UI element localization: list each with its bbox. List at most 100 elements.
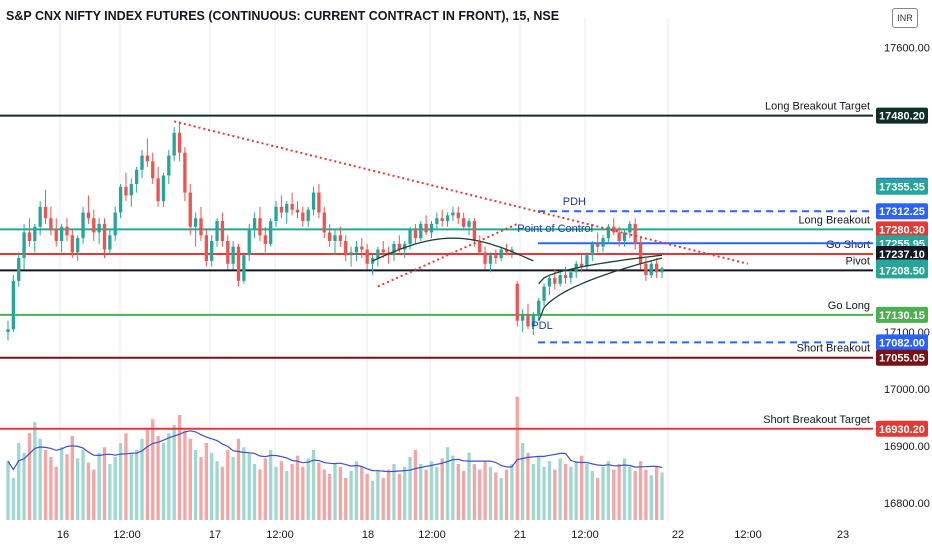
candle-body-76 xyxy=(413,229,418,239)
price-tag-bg-9 xyxy=(876,306,928,323)
candle-body-88 xyxy=(478,240,482,253)
volume-bar-61 xyxy=(333,464,337,520)
volume-bar-95 xyxy=(515,396,519,520)
candle-body-121 xyxy=(654,263,659,273)
volume-bar-41 xyxy=(226,450,230,520)
volume-bar-38 xyxy=(210,452,214,520)
candle-body-101 xyxy=(547,278,552,287)
volume-bar-57 xyxy=(311,450,316,520)
candle-body-69 xyxy=(376,249,380,259)
volume-bar-116 xyxy=(628,466,632,520)
price-tag-bg-11 xyxy=(876,349,928,366)
volume-bar-58 xyxy=(317,462,321,520)
candle-body-59 xyxy=(322,212,326,233)
volume-bar-43 xyxy=(236,438,241,520)
volume-bar-55 xyxy=(301,466,305,520)
candle-body-42 xyxy=(231,246,235,264)
price-tag-bg-8 xyxy=(876,262,928,279)
candle-body-97 xyxy=(526,315,530,327)
candle-body-57 xyxy=(311,192,316,210)
time-tick-6: 21 xyxy=(514,529,526,541)
volume-bar-53 xyxy=(290,464,294,520)
candle-body-107 xyxy=(579,263,584,267)
price-tick-2: 17000.00 xyxy=(884,384,930,396)
candle-body-81 xyxy=(440,218,444,222)
candle-body-65 xyxy=(354,246,359,253)
volume-bar-67 xyxy=(365,473,369,520)
candle-body-98 xyxy=(531,315,536,327)
volume-bar-80 xyxy=(435,466,439,520)
volume-bar-12 xyxy=(70,436,74,520)
volume-bar-35 xyxy=(193,450,198,520)
candle-body-39 xyxy=(215,221,219,241)
price-tag-bg-2 xyxy=(876,178,928,195)
volume-bar-86 xyxy=(467,452,471,520)
candle-body-50 xyxy=(274,206,278,222)
level-label-3: Pivot xyxy=(846,255,870,267)
candle-body-70 xyxy=(381,249,385,253)
volume-bar-2 xyxy=(17,443,21,520)
volume-bar-91 xyxy=(494,472,498,520)
candle-body-9 xyxy=(54,229,58,241)
volume-bar-31 xyxy=(172,424,176,520)
volume-bar-5 xyxy=(33,422,37,520)
volume-bar-121 xyxy=(654,466,659,520)
volume-bar-65 xyxy=(354,461,359,520)
candle-body-5 xyxy=(33,226,37,241)
price-tag-2: 17355.35 xyxy=(879,182,925,194)
volume-bar-11 xyxy=(65,454,69,520)
candle-body-13 xyxy=(76,238,80,253)
candle-body-26 xyxy=(145,155,150,162)
volume-bar-42 xyxy=(231,457,235,520)
candle-body-77 xyxy=(419,223,423,239)
currency-badge[interactable]: INR xyxy=(892,8,918,28)
candle-body-31 xyxy=(172,132,176,156)
candle-body-117 xyxy=(633,223,637,244)
candle-body-102 xyxy=(553,278,557,284)
candle-body-72 xyxy=(392,243,396,256)
volume-bar-105 xyxy=(569,466,573,520)
time-tick-10: 23 xyxy=(837,529,849,541)
candle-body-14 xyxy=(81,212,85,239)
price-tag-bg-4 xyxy=(876,221,928,238)
candle-body-60 xyxy=(327,232,332,241)
annotation-0: PDH xyxy=(563,196,586,208)
candle-body-40 xyxy=(220,221,225,241)
price-tag-bg-0 xyxy=(876,107,928,124)
volume-bar-115 xyxy=(622,458,627,520)
poc-curve-3 xyxy=(538,254,663,285)
candle-body-79 xyxy=(429,223,434,233)
volume-bar-97 xyxy=(526,452,530,520)
level-label-6: Short Breakout Target xyxy=(763,414,870,426)
candle-body-122 xyxy=(660,268,664,273)
volume-bar-120 xyxy=(649,475,653,520)
candle-body-99 xyxy=(537,300,541,316)
candle-body-16 xyxy=(92,218,96,233)
price-tag-6: 17237.10 xyxy=(879,249,925,261)
candle-body-2 xyxy=(17,258,21,281)
volume-bar-30 xyxy=(167,433,171,520)
candle-body-90 xyxy=(488,255,493,264)
price-tag-0: 17480.20 xyxy=(879,111,925,123)
candle-body-105 xyxy=(569,272,573,278)
volume-bar-85 xyxy=(461,471,466,520)
volume-bar-46 xyxy=(252,464,257,520)
time-tick-8: 22 xyxy=(672,529,684,541)
candle-body-96 xyxy=(520,315,525,321)
price-tick-0: 17600.00 xyxy=(884,42,930,54)
candle-body-47 xyxy=(258,218,262,236)
candle-body-43 xyxy=(236,246,241,281)
candle-body-119 xyxy=(644,263,648,276)
candle-body-109 xyxy=(590,243,594,256)
volume-bar-54 xyxy=(295,455,300,520)
volume-bar-0 xyxy=(6,461,10,520)
volume-bar-107 xyxy=(579,455,584,520)
time-tick-2: 17 xyxy=(209,529,221,541)
price-tick-4: 16800.00 xyxy=(884,498,930,510)
candle-body-4 xyxy=(27,232,32,241)
volume-bar-22 xyxy=(124,433,128,520)
candle-body-18 xyxy=(102,223,107,250)
candle-body-86 xyxy=(467,221,471,227)
candle-body-7 xyxy=(43,206,48,219)
